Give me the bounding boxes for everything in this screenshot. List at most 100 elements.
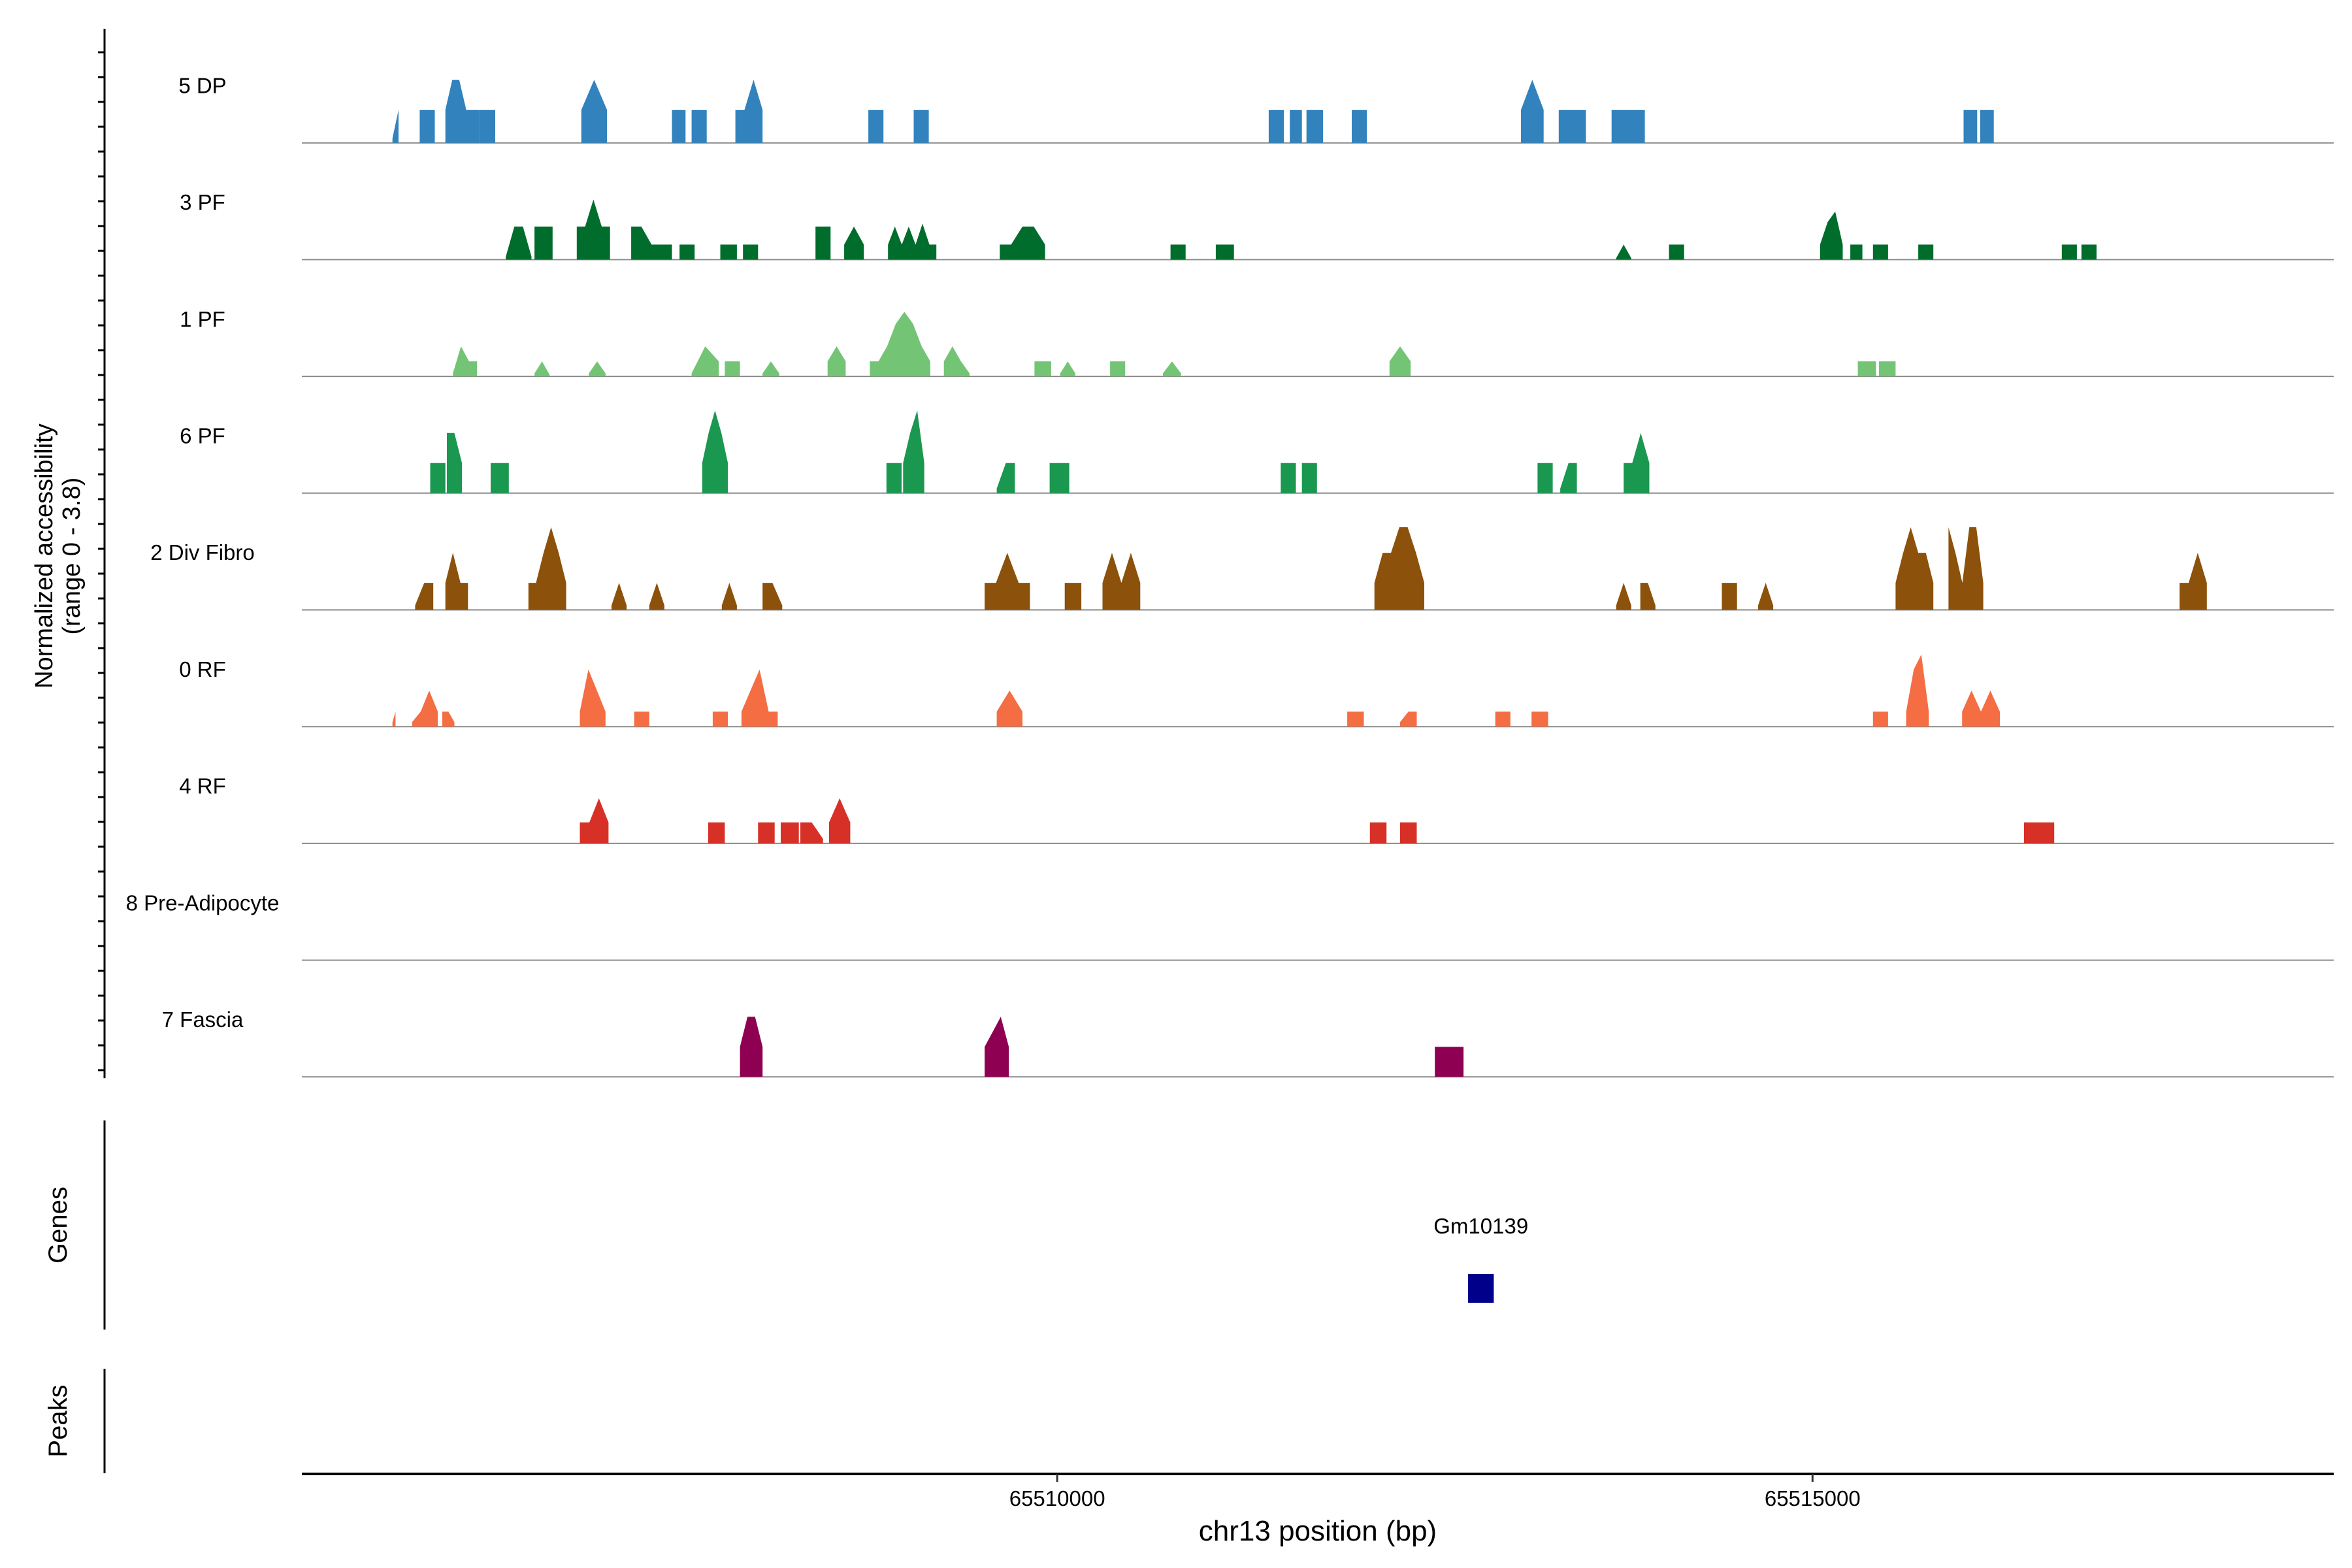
coverage-peak-0-rf-7: [741, 669, 778, 727]
coverage-peak-2-div-fibro-15: [1758, 583, 1774, 610]
coverage-peak-3-pf-4: [631, 226, 672, 260]
coverage-peak-0-rf-4: [580, 669, 606, 727]
coverage-peak-4-rf-6: [829, 798, 851, 843]
coverage-peak-6-pf-9: [1281, 463, 1296, 493]
track-0-rf: [392, 654, 2000, 727]
coverage-peak-2-div-fibro-5: [649, 583, 664, 610]
coverage-peak-4-rf-5: [800, 822, 823, 843]
coverage-peak-3-pf-17: [1850, 244, 1863, 260]
x-axis-tick-label: 65515000: [1765, 1486, 1861, 1511]
coverage-peak-7-fascia-2: [985, 1017, 1009, 1077]
track-label-0-rf: 0 RF: [179, 657, 226, 681]
coverage-peak-1-pf-1: [453, 346, 478, 377]
coverage-peak-3-pf-11: [1000, 226, 1045, 260]
gene-label: Gm10139: [1433, 1214, 1528, 1238]
coverage-peak-0-rf-9: [1347, 711, 1364, 727]
coverage-peak-5-dp-7: [691, 110, 707, 143]
coverage-peak-1-pf-4: [691, 346, 719, 377]
coverage-peak-2-div-fibro-8: [985, 553, 1030, 610]
coverage-peak-3-pf-15: [1669, 244, 1684, 260]
track-7-fascia: [740, 1017, 1464, 1077]
coverage-peak-1-pf-15: [1857, 361, 1876, 377]
coverage-peak-1-pf-10: [1034, 361, 1051, 377]
coverage-peak-5-dp-10: [913, 110, 929, 143]
coverage-peak-6-pf-2: [447, 433, 463, 493]
coverage-peak-2-div-fibro-4: [612, 583, 627, 610]
coverage-peak-0-rf-14: [1906, 654, 1929, 727]
coverage-peak-3-pf-9: [844, 226, 864, 260]
coverage-peak-5-dp-3: [445, 80, 480, 143]
coverage-peak-0-rf-3: [442, 711, 455, 727]
coverage-peak-5-dp-4: [480, 110, 495, 143]
coverage-peak-6-pf-12: [1560, 463, 1577, 493]
coverage-peak-2-div-fibro-18: [2180, 553, 2207, 610]
coverage-peak-5-dp-9: [868, 110, 884, 143]
track-label-3-pf: 3 PF: [180, 190, 225, 214]
coverage-peak-3-pf-3: [576, 199, 610, 260]
coverage-peak-3-pf-5: [679, 244, 695, 260]
x-axis-tick-label: 65510000: [1009, 1486, 1105, 1511]
coverage-peak-1-pf-5: [725, 361, 740, 377]
track-label-7-fascia: 7 Fascia: [162, 1007, 244, 1032]
coverage-peak-3-pf-6: [720, 244, 737, 260]
coverage-peak-6-pf-7: [996, 463, 1015, 493]
coverage-peak-0-rf-8: [996, 691, 1022, 727]
coverage-peak-5-dp-18: [1963, 110, 1978, 143]
coverage-peak-3-pf-8: [815, 226, 831, 260]
coverage-peak-5-dp-12: [1290, 110, 1302, 143]
coverage-peak-2-div-fibro-1: [415, 583, 434, 610]
coverage-peak-1-pf-12: [1110, 361, 1126, 377]
coverage-peak-1-pf-6: [762, 361, 779, 377]
gene-annotations: Gm10139: [1433, 1214, 1528, 1303]
coverage-peak-0-rf-15: [1962, 691, 2000, 727]
coverage-peak-4-rf-4: [781, 822, 799, 843]
coverage-peak-5-dp-2: [419, 110, 435, 143]
coverage-peak-5-dp-16: [1558, 110, 1586, 143]
coverage-peak-0-rf-5: [634, 711, 649, 727]
coverage-peak-3-pf-21: [2081, 244, 2097, 260]
coverage-peak-4-rf-2: [708, 822, 725, 843]
coverage-peak-2-div-fibro-16: [1895, 527, 1934, 610]
coverage-peak-2-div-fibro-14: [1722, 583, 1737, 610]
coverage-peak-6-pf-5: [886, 463, 902, 493]
coverage-peak-1-pf-9: [943, 346, 970, 377]
track-5-dp: [392, 80, 1994, 143]
coverage-peak-6-pf-3: [491, 463, 509, 493]
coverage-peak-5-dp-5: [581, 80, 608, 143]
coverage-peak-3-pf-10: [888, 223, 937, 260]
track-label-6-pf: 6 PF: [180, 423, 225, 448]
coverage-peak-1-pf-16: [1879, 361, 1896, 377]
coverage-peak-3-pf-16: [1820, 211, 1843, 260]
coverage-peak-2-div-fibro-11: [1374, 527, 1424, 610]
coverage-peak-5-dp-17: [1611, 110, 1645, 143]
coverage-peak-0-rf-10: [1400, 711, 1417, 727]
coverage-peak-2-div-fibro-2: [445, 553, 468, 610]
coverage-peak-3-pf-19: [1918, 244, 1934, 260]
coverage-peak-1-pf-11: [1060, 361, 1075, 377]
coverage-peak-2-div-fibro-9: [1064, 583, 1082, 610]
coverage-peak-0-rf-2: [412, 691, 438, 727]
coverage-peak-5-dp-19: [1980, 110, 1994, 143]
track-label-2-div-fibro: 2 Div Fibro: [150, 540, 255, 564]
coverage-peak-2-div-fibro-3: [528, 527, 566, 610]
coverage-peak-5-dp-14: [1352, 110, 1367, 143]
track-label-1-pf: 1 PF: [180, 307, 225, 331]
coverage-peak-2-div-fibro-6: [721, 583, 737, 610]
track-2-div-fibro: [415, 527, 2207, 610]
coverage-peak-1-pf-8: [870, 312, 930, 377]
coverage-peak-2-div-fibro-17: [1948, 527, 1984, 610]
track-labels: 5 DP 3 PF 1 PF 6 PF 2 Div Fibro 0 RF 4 RF 8 Pre…: [126, 73, 280, 1032]
coverage-peak-2-div-fibro-7: [762, 583, 783, 610]
track-1-pf: [453, 312, 1896, 377]
track-6-pf: [430, 410, 1650, 493]
x-axis-label: chr13 position (bp): [1199, 1515, 1437, 1547]
coverage-peak-6-pf-1: [430, 463, 446, 493]
track-baselines: [302, 142, 2334, 1078]
coverage-peak-5-dp-8: [735, 80, 763, 143]
track-3-pf: [506, 199, 2097, 260]
coverage-peak-6-pf-6: [903, 410, 924, 493]
coverage-peak-1-pf-14: [1389, 346, 1411, 377]
peaks-panel-label: Peaks: [44, 1384, 73, 1457]
coverage-peak-1-pf-3: [589, 361, 606, 377]
